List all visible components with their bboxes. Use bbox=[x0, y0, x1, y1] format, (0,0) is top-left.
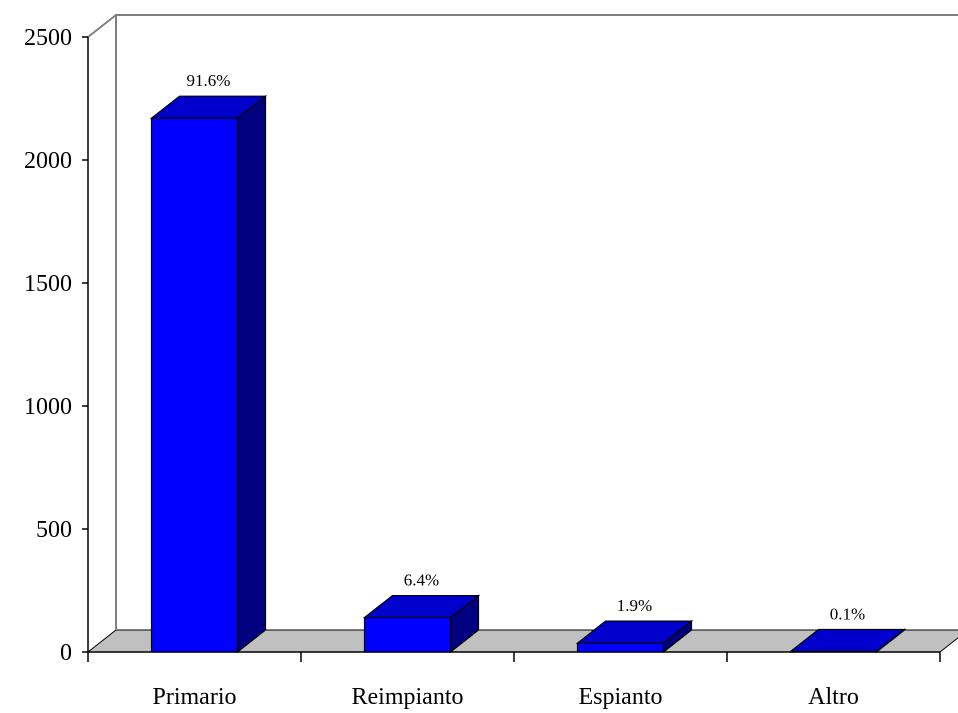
data-label: 91.6% bbox=[187, 71, 231, 90]
data-label: 1.9% bbox=[617, 596, 652, 615]
bar-front-face bbox=[789, 650, 878, 653]
bar-side-face bbox=[236, 94, 267, 654]
y-tick-label: 500 bbox=[36, 517, 72, 543]
data-label: 6.4% bbox=[404, 571, 439, 590]
bar bbox=[788, 628, 907, 654]
y-tick-label: 0 bbox=[60, 640, 72, 666]
y-tick-label: 1500 bbox=[24, 271, 72, 297]
y-tick-label: 1000 bbox=[24, 394, 72, 420]
y-tick-label: 2000 bbox=[24, 148, 72, 174]
y-tick-label: 2500 bbox=[24, 25, 72, 51]
x-category-label: Espianto bbox=[579, 684, 663, 710]
x-category-label: Altro bbox=[808, 684, 859, 710]
bars-group bbox=[149, 94, 907, 654]
wall-top-connector bbox=[87, 14, 117, 38]
labels-group: 91.6% Primario 6.4% Reimpianto 1.9% Espianto 0… bbox=[153, 71, 866, 710]
x-category-label: Reimpianto bbox=[352, 684, 464, 710]
bar-front-face bbox=[363, 616, 452, 653]
bar bbox=[575, 619, 694, 654]
bar-front-face bbox=[576, 642, 665, 653]
bar bbox=[362, 594, 481, 654]
bar bbox=[149, 94, 268, 654]
x-category-label: Primario bbox=[153, 684, 237, 710]
bar-front-face bbox=[150, 117, 239, 653]
data-label: 0.1% bbox=[830, 605, 865, 624]
